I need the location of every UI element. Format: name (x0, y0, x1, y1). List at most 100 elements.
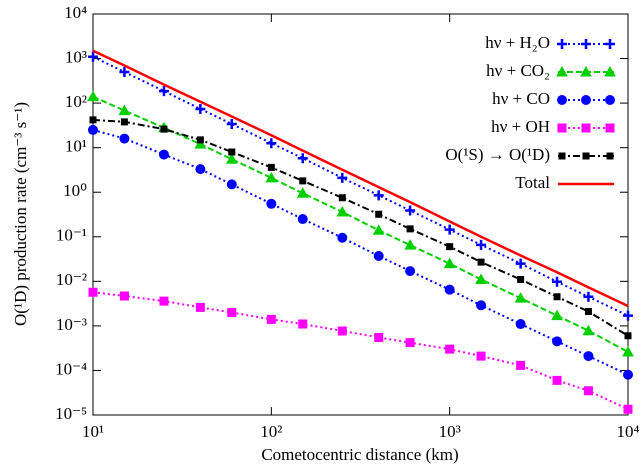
data-point (551, 309, 563, 321)
data-point (226, 118, 237, 129)
data-point (266, 314, 276, 324)
series-line (92, 128, 629, 376)
data-point (622, 345, 634, 357)
data-point (88, 51, 98, 62)
data-point (194, 138, 207, 149)
data-point (372, 224, 385, 235)
legend-marker (605, 39, 615, 49)
data-point (476, 351, 486, 361)
data-point (87, 90, 99, 102)
data-point (195, 103, 206, 114)
data-point (405, 266, 416, 277)
series-line (92, 49, 629, 308)
data-point (120, 118, 128, 126)
data-point (298, 319, 308, 329)
legend-marker (580, 65, 592, 77)
x-tick-label: 10¹ (82, 422, 104, 441)
data-point (475, 273, 487, 284)
data-point (582, 324, 595, 336)
data-point (88, 287, 98, 297)
data-point (623, 310, 633, 321)
data-point (515, 319, 526, 330)
data-point (476, 239, 487, 250)
legend-label: O(¹S) → O(¹D) (445, 145, 550, 164)
data-point (443, 257, 456, 269)
data-point (266, 138, 277, 149)
series-line (92, 118, 629, 337)
legend-label: Total (515, 173, 550, 192)
legend-label: hν + CO (492, 89, 550, 108)
data-point (158, 149, 169, 160)
legend-marker (604, 65, 616, 77)
data-point (299, 177, 307, 185)
legend-marker (581, 39, 591, 49)
data-point (297, 153, 308, 164)
data-point (337, 232, 348, 243)
data-point (515, 258, 526, 269)
data-point (158, 86, 169, 97)
x-axis-title: Cometocentric distance (km) (261, 445, 458, 464)
legend-label: hν + OH (491, 117, 550, 136)
data-point (336, 205, 349, 217)
data-point (119, 66, 130, 77)
data-point (266, 198, 277, 209)
data-point (338, 194, 346, 202)
data-point (624, 332, 632, 340)
data-point (118, 104, 131, 116)
data-point (89, 116, 97, 124)
data-point (404, 239, 416, 250)
data-point (623, 404, 633, 414)
legend-marker (557, 123, 567, 133)
data-point (375, 210, 383, 218)
data-point (584, 308, 592, 316)
data-point (583, 291, 594, 302)
legend-marker (556, 95, 568, 105)
y-tick-label: 10⁻⁵ (55, 404, 87, 423)
data-point (195, 164, 206, 175)
data-point (296, 187, 309, 198)
legend-marker (581, 123, 591, 133)
data-point (444, 224, 455, 235)
y-tick-label: 10¹ (65, 137, 87, 156)
data-point (622, 369, 634, 380)
data-point (159, 296, 169, 306)
legend-marker (582, 152, 590, 160)
data-point (514, 292, 527, 303)
legend-marker (558, 152, 566, 160)
data-point (405, 338, 415, 348)
data-point (445, 344, 455, 354)
data-point (516, 360, 526, 370)
data-point (196, 136, 204, 144)
data-point (227, 307, 237, 317)
legend-label: hν + CO₂ (486, 61, 550, 80)
y-tick-label: 10² (65, 92, 87, 111)
data-point (553, 293, 561, 301)
data-point (405, 205, 416, 216)
series-line (92, 55, 629, 317)
data-point (552, 336, 563, 347)
data-point (297, 214, 308, 225)
data-point (119, 291, 129, 301)
data-point (517, 275, 525, 283)
data-point (477, 258, 485, 266)
data-point (337, 326, 347, 336)
x-tick-label: 10² (260, 422, 282, 441)
data-point (373, 190, 384, 201)
data-point (476, 300, 487, 311)
y-tick-label: 10³ (65, 47, 87, 66)
data-point (406, 225, 414, 233)
y-tick-label: 10⁻¹ (56, 226, 87, 245)
plot-frame (92, 13, 629, 416)
legend-marker (580, 95, 592, 105)
data-point (267, 163, 275, 171)
series-line (92, 291, 629, 411)
data-point (337, 172, 348, 183)
data-point (226, 179, 237, 190)
legend-marker (604, 95, 616, 105)
y-tick-label: 10⁻³ (56, 315, 87, 334)
data-point (374, 332, 384, 342)
legend-marker (606, 152, 614, 160)
y-tick-label: 10⁴ (64, 3, 87, 22)
data-point (228, 148, 236, 156)
